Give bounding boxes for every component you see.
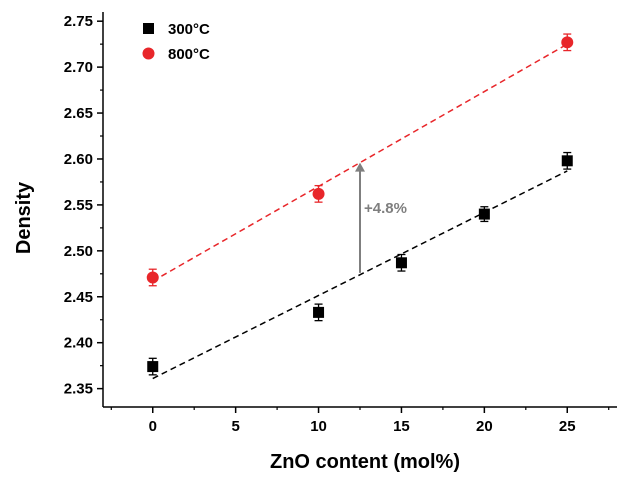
data-point (478, 208, 490, 220)
y-tick-label: 2.50 (64, 243, 93, 260)
data-point (147, 361, 159, 373)
y-tick-label: 2.70 (64, 59, 93, 76)
data-point (395, 257, 407, 269)
legend-marker-300c (143, 23, 154, 34)
ticks: 0 5 10 15 20 25 2.35 2.40 2.45 2.50 2.55 2.60 2.65 2.… (64, 13, 610, 435)
y-tick-label: 2.45 (64, 289, 93, 306)
y-tick-label: 2.75 (64, 13, 93, 30)
x-tick-label: 0 (149, 418, 157, 435)
y-tick-label: 2.65 (64, 105, 93, 122)
x-axis-title: ZnO content (mol%) (270, 451, 460, 473)
data-point (313, 306, 325, 318)
annotation: +4.8% (355, 162, 407, 273)
legend-label-300c: 300°C (168, 21, 210, 38)
y-axis-title: Density (13, 181, 35, 254)
data-markers (146, 33, 574, 376)
increase-arrow-head (355, 162, 365, 172)
y-tick-label: 2.55 (64, 197, 93, 214)
data-point (146, 271, 159, 284)
y-tick-label: 2.60 (64, 151, 93, 168)
y-tick-label: 2.35 (64, 381, 93, 398)
increase-label: +4.8% (364, 200, 407, 217)
data-point (561, 155, 573, 167)
fit-line (152, 170, 568, 380)
x-tick-label: 25 (559, 418, 576, 435)
x-tick-label: 20 (476, 418, 493, 435)
x-tick-label: 15 (393, 418, 410, 435)
data-point (312, 187, 325, 200)
legend-label-800c: 800°C (168, 46, 210, 63)
legend-marker-800c (142, 47, 155, 60)
legend: 300°C 800°C (142, 21, 210, 63)
x-tick-label: 5 (231, 418, 239, 435)
y-tick-label: 2.40 (64, 335, 93, 352)
fit-lines (152, 43, 568, 380)
data-point (561, 36, 574, 49)
x-tick-label: 10 (310, 418, 327, 435)
